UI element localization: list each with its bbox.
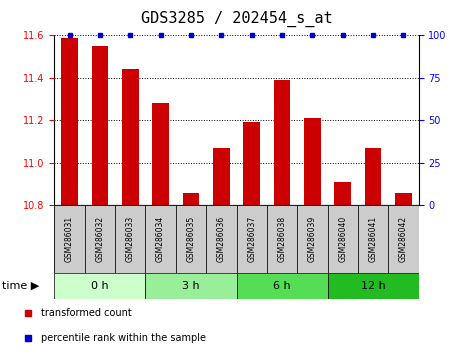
Text: GSM286042: GSM286042: [399, 216, 408, 262]
Bar: [236, 273, 327, 299]
Text: 3 h: 3 h: [182, 281, 200, 291]
Bar: [152, 103, 169, 205]
Text: 0 h: 0 h: [91, 281, 109, 291]
Bar: [395, 193, 412, 205]
Text: GSM286041: GSM286041: [368, 216, 377, 262]
Text: GSM286036: GSM286036: [217, 216, 226, 262]
Bar: [206, 205, 236, 273]
Bar: [145, 205, 176, 273]
Bar: [274, 80, 290, 205]
Text: GSM286031: GSM286031: [65, 216, 74, 262]
Bar: [358, 205, 388, 273]
Bar: [213, 148, 230, 205]
Bar: [297, 205, 327, 273]
Text: time ▶: time ▶: [2, 281, 40, 291]
Text: percentile rank within the sample: percentile rank within the sample: [41, 333, 206, 343]
Bar: [304, 118, 321, 205]
Bar: [92, 46, 108, 205]
Text: GSM286034: GSM286034: [156, 216, 165, 262]
Text: GDS3285 / 202454_s_at: GDS3285 / 202454_s_at: [140, 11, 333, 27]
Bar: [122, 69, 139, 205]
Bar: [327, 205, 358, 273]
Text: 6 h: 6 h: [273, 281, 291, 291]
Text: GSM286032: GSM286032: [96, 216, 105, 262]
Bar: [267, 205, 297, 273]
Bar: [54, 273, 146, 299]
Text: GSM286040: GSM286040: [338, 216, 347, 262]
Bar: [183, 193, 199, 205]
Bar: [61, 38, 78, 205]
Text: GSM286037: GSM286037: [247, 216, 256, 262]
Bar: [54, 205, 85, 273]
Bar: [334, 182, 351, 205]
Bar: [388, 205, 419, 273]
Bar: [236, 205, 267, 273]
Text: GSM286038: GSM286038: [278, 216, 287, 262]
Text: GSM286039: GSM286039: [308, 216, 317, 262]
Text: transformed count: transformed count: [41, 308, 132, 318]
Bar: [243, 122, 260, 205]
Bar: [327, 273, 419, 299]
Bar: [85, 205, 115, 273]
Text: GSM286035: GSM286035: [186, 216, 195, 262]
Bar: [115, 205, 146, 273]
Text: 12 h: 12 h: [361, 281, 385, 291]
Bar: [145, 273, 236, 299]
FancyBboxPatch shape: [54, 205, 419, 273]
Bar: [176, 205, 206, 273]
Text: GSM286033: GSM286033: [126, 216, 135, 262]
Bar: [365, 148, 381, 205]
